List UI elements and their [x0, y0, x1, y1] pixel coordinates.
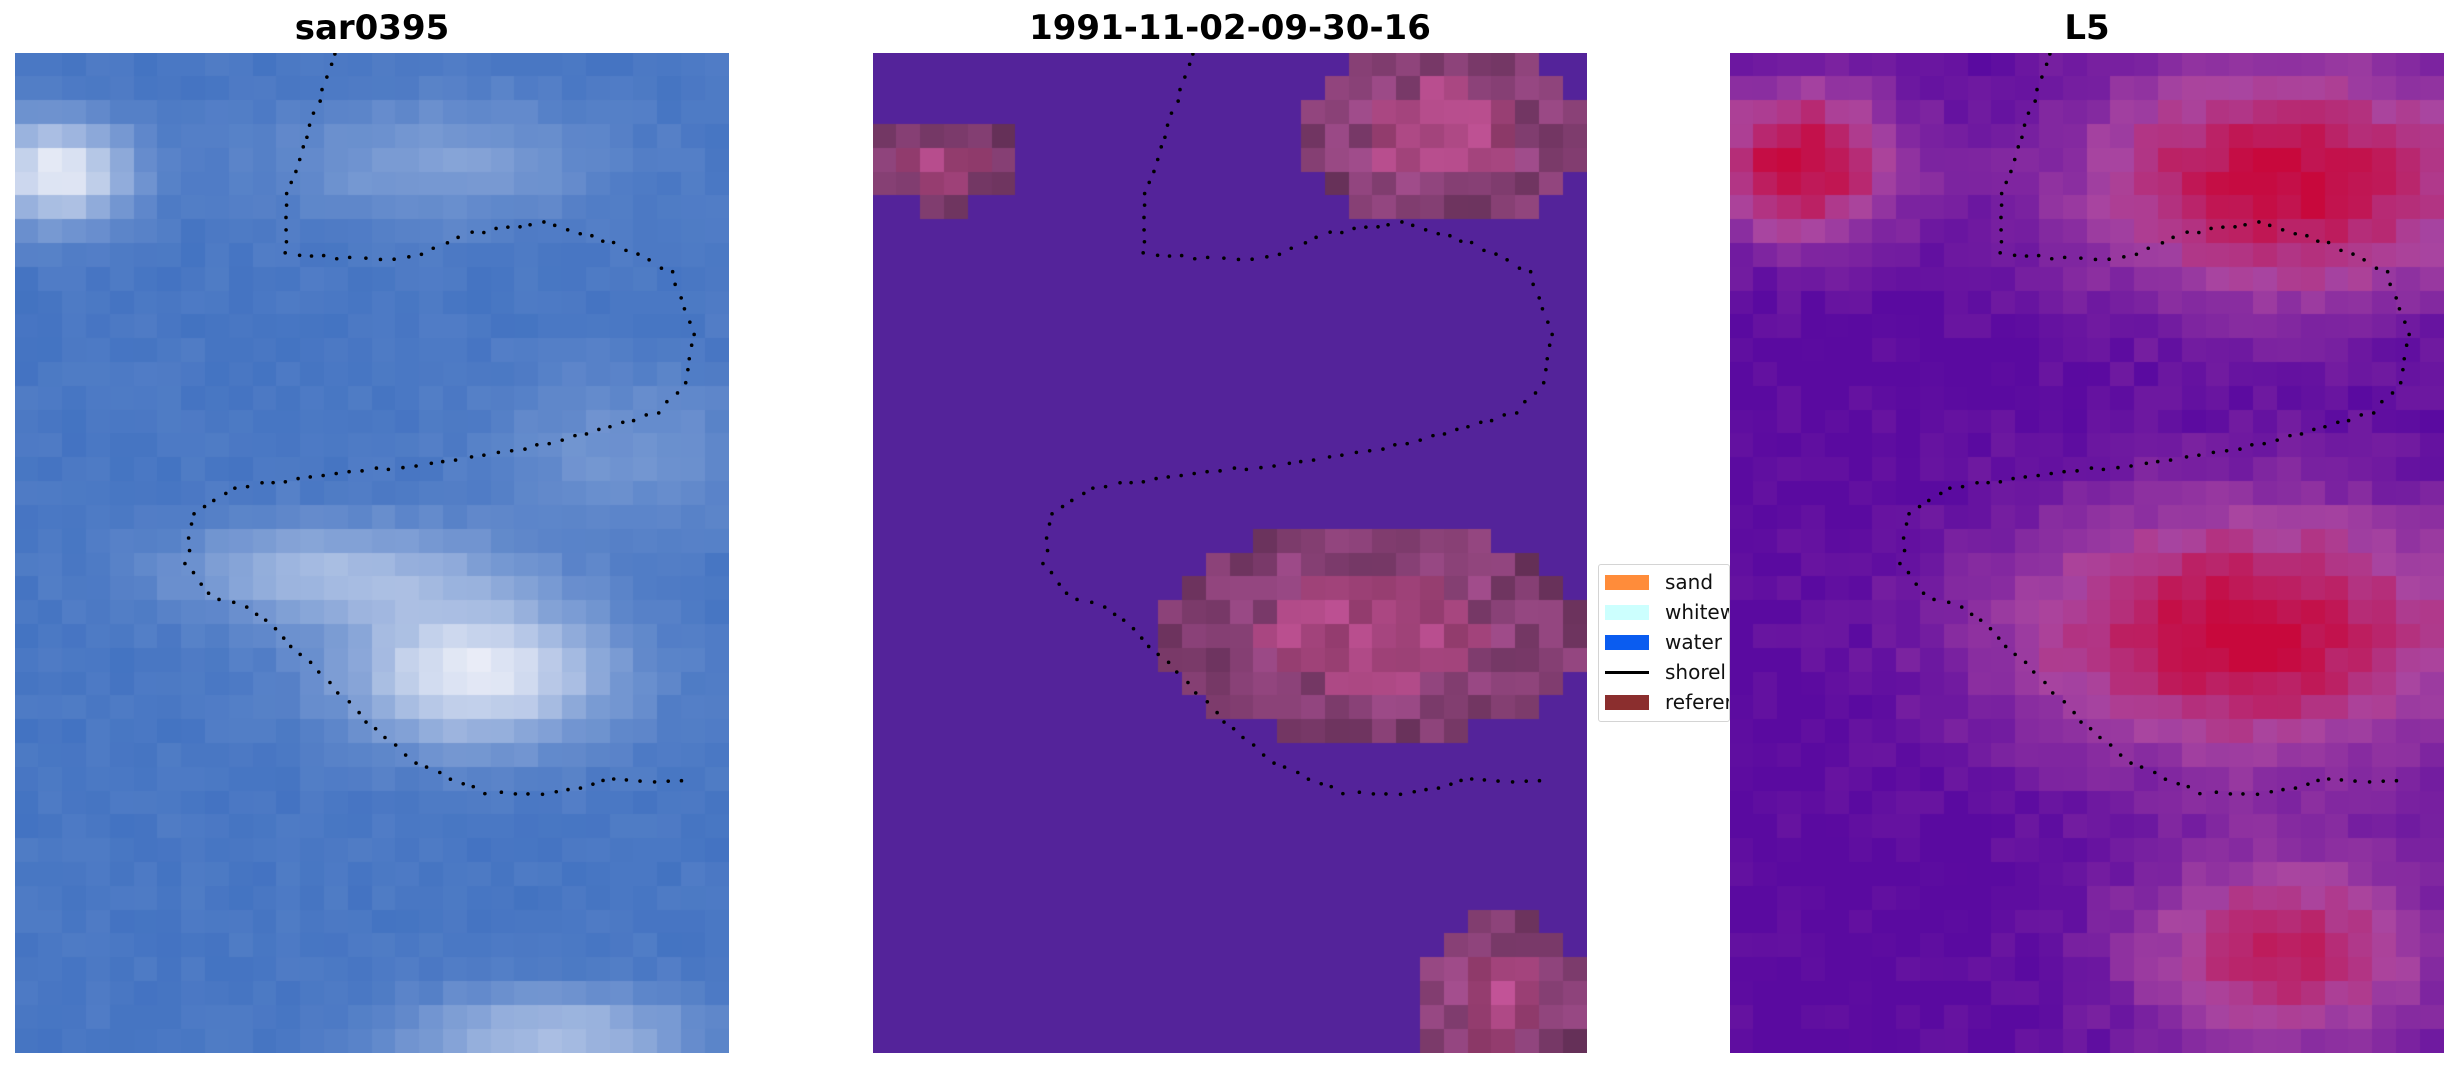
legend-swatch-reference [1605, 695, 1649, 710]
legend-swatch-sand [1605, 575, 1649, 590]
classified-image [873, 53, 1587, 1053]
legend: sand whitew water shorel referer [1598, 564, 1730, 722]
probability-image-panel [1730, 53, 2444, 1053]
legend-item-shoreline: shorel [1605, 660, 1729, 684]
legend-line-shoreline [1605, 671, 1649, 674]
legend-item-water: water [1605, 630, 1729, 654]
legend-label-water: water [1665, 630, 1722, 654]
legend-item-reference: referer [1605, 690, 1730, 714]
rgb-satellite-image [15, 53, 729, 1053]
legend-item-sand: sand [1605, 570, 1729, 594]
shoreline-dots [183, 53, 696, 797]
legend-label-reference: referer [1665, 690, 1730, 714]
panel-title-probability: L5 [2064, 8, 2110, 48]
legend-item-whitewater: whitew [1605, 600, 1730, 624]
shoreline-dots [1898, 53, 2411, 797]
legend-label-shoreline: shorel [1665, 660, 1726, 684]
panel-title-classified: 1991-11-02-09-30-16 [1029, 8, 1431, 48]
panel-title-rgb: sar0395 [294, 8, 450, 48]
legend-label-sand: sand [1665, 570, 1714, 594]
rgb-image-panel [15, 53, 729, 1053]
probability-map-image [1730, 53, 2444, 1053]
shoreline-dots [1041, 53, 1554, 797]
legend-swatch-whitewater [1605, 605, 1649, 620]
classified-image-panel [873, 53, 1587, 1053]
legend-label-whitewater: whitew [1665, 600, 1730, 624]
legend-swatch-water [1605, 635, 1649, 650]
